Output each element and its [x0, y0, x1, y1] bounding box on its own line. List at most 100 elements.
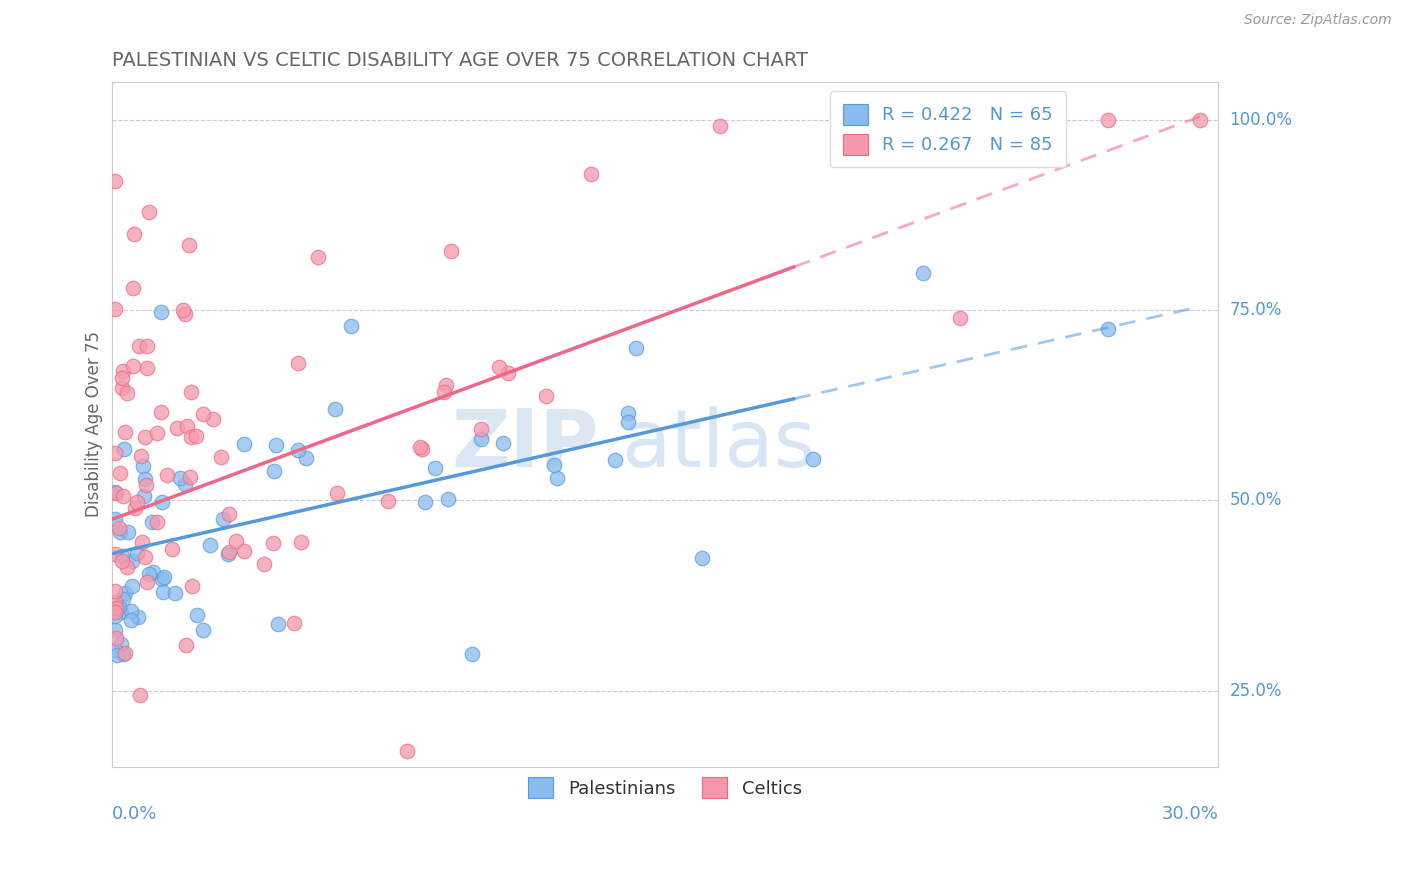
Point: [413, 495, 436, 509]
Point: [104, 643, 127, 657]
Point: [169, 470, 191, 484]
Point: [496, 366, 519, 380]
Point: [212, 512, 235, 526]
Text: ZIP: ZIP: [451, 406, 599, 484]
Point: [150, 304, 173, 318]
Point: [150, 572, 173, 586]
Point: [111, 381, 134, 395]
Point: [104, 595, 127, 609]
Point: [112, 442, 135, 456]
Point: [125, 495, 148, 509]
Point: [180, 385, 202, 400]
Point: [690, 551, 713, 566]
Point: [105, 631, 128, 645]
Point: [174, 824, 197, 838]
Point: [134, 550, 156, 565]
Point: [217, 548, 239, 562]
Point: [138, 567, 160, 582]
Point: [200, 538, 222, 552]
Point: [616, 406, 638, 420]
Point: [111, 592, 134, 607]
Point: [138, 204, 160, 219]
Point: [581, 167, 603, 181]
Point: [129, 688, 152, 702]
Point: [179, 470, 201, 484]
Point: [307, 250, 329, 264]
Point: [104, 484, 127, 499]
Point: [470, 422, 492, 436]
Point: [439, 244, 461, 259]
Point: [201, 411, 224, 425]
Point: [105, 648, 128, 662]
Point: [186, 607, 208, 622]
Point: [436, 491, 458, 506]
Point: [141, 515, 163, 529]
Point: [1097, 113, 1119, 128]
Point: [110, 605, 132, 619]
Point: [801, 452, 824, 467]
Point: [434, 378, 457, 392]
Point: [470, 432, 492, 446]
Point: [180, 430, 202, 444]
Point: [546, 471, 568, 485]
Point: [132, 458, 155, 473]
Point: [1189, 113, 1212, 128]
Point: [111, 549, 134, 563]
Point: [129, 449, 152, 463]
Point: [114, 646, 136, 660]
Point: [111, 648, 134, 662]
Point: [283, 615, 305, 630]
Point: [153, 569, 176, 583]
Point: [233, 544, 256, 558]
Text: Source: ZipAtlas.com: Source: ZipAtlas.com: [1244, 13, 1392, 28]
Point: [146, 515, 169, 529]
Legend: Palestinians, Celtics: Palestinians, Celtics: [520, 770, 810, 805]
Point: [136, 361, 159, 376]
Point: [121, 359, 143, 373]
Point: [617, 415, 640, 429]
Point: [142, 566, 165, 580]
Point: [104, 583, 127, 598]
Point: [107, 521, 129, 535]
Text: 75.0%: 75.0%: [1230, 301, 1282, 319]
Point: [108, 599, 131, 614]
Point: [112, 489, 135, 503]
Point: [152, 495, 174, 509]
Point: [174, 638, 197, 652]
Point: [114, 586, 136, 600]
Point: [173, 477, 195, 491]
Point: [152, 584, 174, 599]
Point: [114, 425, 136, 440]
Point: [294, 450, 316, 465]
Point: [117, 560, 139, 574]
Point: [534, 389, 557, 403]
Point: [121, 579, 143, 593]
Point: [709, 120, 731, 134]
Text: 0.0%: 0.0%: [111, 805, 157, 823]
Point: [128, 339, 150, 353]
Point: [1097, 322, 1119, 336]
Text: 50.0%: 50.0%: [1230, 491, 1282, 509]
Point: [218, 545, 240, 559]
Text: 30.0%: 30.0%: [1161, 805, 1219, 823]
Point: [104, 446, 127, 460]
Point: [172, 303, 194, 318]
Point: [209, 450, 232, 465]
Point: [111, 553, 134, 567]
Point: [461, 647, 484, 661]
Point: [181, 579, 204, 593]
Point: [104, 605, 127, 619]
Point: [104, 547, 127, 561]
Point: [104, 485, 127, 500]
Point: [912, 266, 935, 280]
Point: [104, 302, 127, 317]
Point: [323, 402, 346, 417]
Point: [177, 237, 200, 252]
Point: [120, 614, 142, 628]
Point: [624, 341, 647, 355]
Point: [423, 461, 446, 475]
Point: [233, 437, 256, 451]
Point: [263, 464, 285, 478]
Point: [120, 604, 142, 618]
Point: [488, 360, 510, 375]
